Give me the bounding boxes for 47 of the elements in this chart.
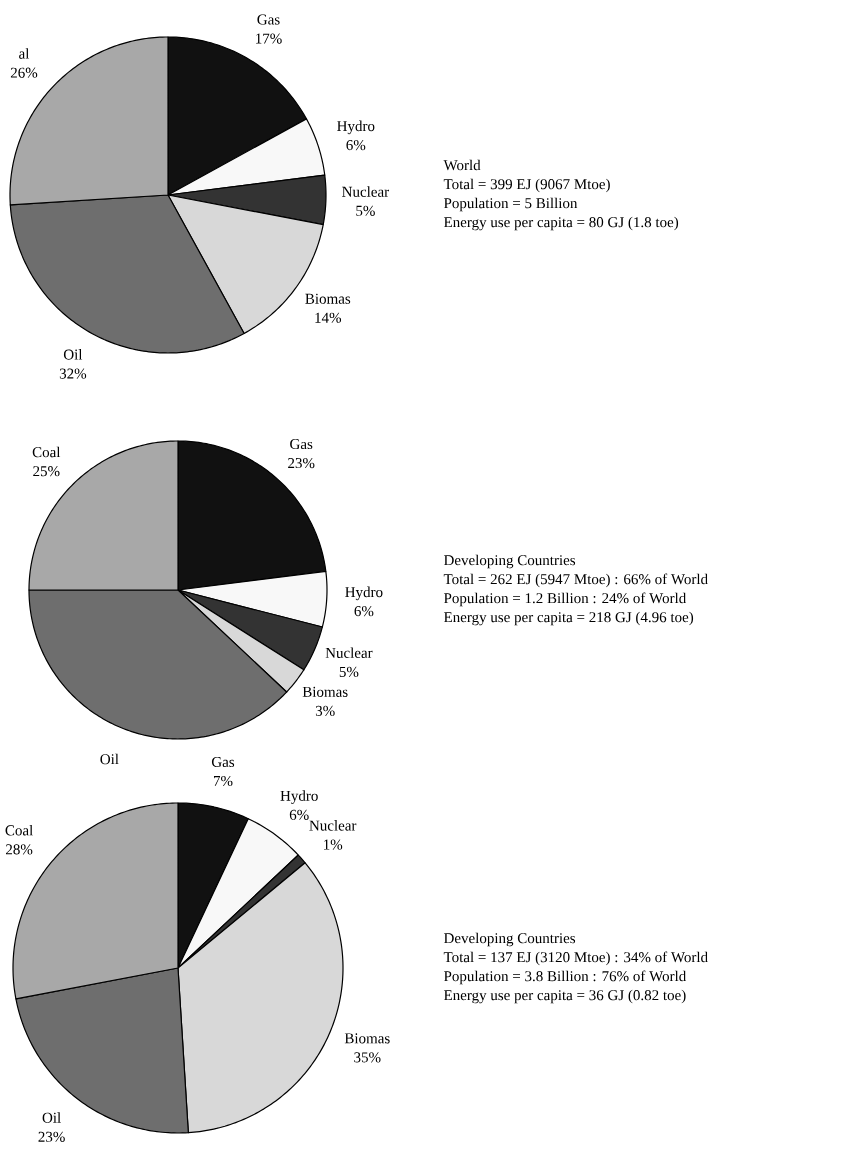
text: World [443,159,481,171]
data-label: 1% [324,839,343,850]
data-label: 32% [59,368,87,379]
data-label: 26% [10,67,38,78]
text: Developing Countries [443,554,576,569]
slice-label: Biomas [302,686,348,697]
data-label: 14% [315,312,342,323]
text: Energy use per capita = 80 GJ (1.8 toe) [443,216,679,231]
text: Total = 399 EJ (9067 Mtoe) [443,178,610,193]
slice-label: Nuclear [309,820,357,831]
text: Population = 3.8 Billion : 76% of World [443,970,687,985]
data-label: 3% [315,705,335,716]
slice-label: Gas [290,439,313,450]
data-label: 35% [354,1052,381,1063]
data-label: 28% [6,844,33,855]
slice-label: Nuclear [342,186,390,197]
text: Population = 5 Billion [443,197,578,212]
slice-label: Biomas [305,293,351,304]
slice-label: Hydro [345,586,383,601]
slice-label: Gas [257,14,280,25]
text: Population = 1.2 Billion : 24% of World [443,592,687,607]
slice-label: Oil [100,753,119,765]
data-label: 6% [289,809,309,820]
slice-label: Oil [63,349,83,360]
text: Total = 262 EJ (5947 Mtoe) : 66% of World [443,573,708,588]
slice-label: Coal [5,824,33,836]
data-label: 5% [356,205,375,216]
data-label: 6% [354,606,374,617]
slice-label: Hydro [280,790,318,804]
text: Total = 137 EJ (3120 Mtoe) : 34% of World [443,951,708,966]
data-label: 25% [33,466,60,477]
slice-label: Hydro [337,120,375,135]
slice-label: Oil [42,1112,61,1123]
data-label: 5% [339,666,359,677]
text: Energy use per capita = 36 GJ (0.82 toe) [443,989,686,1004]
data-label: 6% [346,140,366,151]
text: Developing Countries [443,932,576,947]
slice-label: Nuclear [325,647,373,658]
data-label: 17% [256,33,282,44]
slice-label: Biomas [344,1033,390,1044]
slice-label: Gas [211,756,235,767]
data-label: 7% [213,775,233,787]
slice-label: al [19,48,30,59]
data-label: 23% [38,1131,65,1142]
data-label: 23% [288,457,315,469]
slice-label: Coal [32,446,61,458]
text: Energy use per capita = 218 GJ (4.96 toe) [443,611,694,626]
